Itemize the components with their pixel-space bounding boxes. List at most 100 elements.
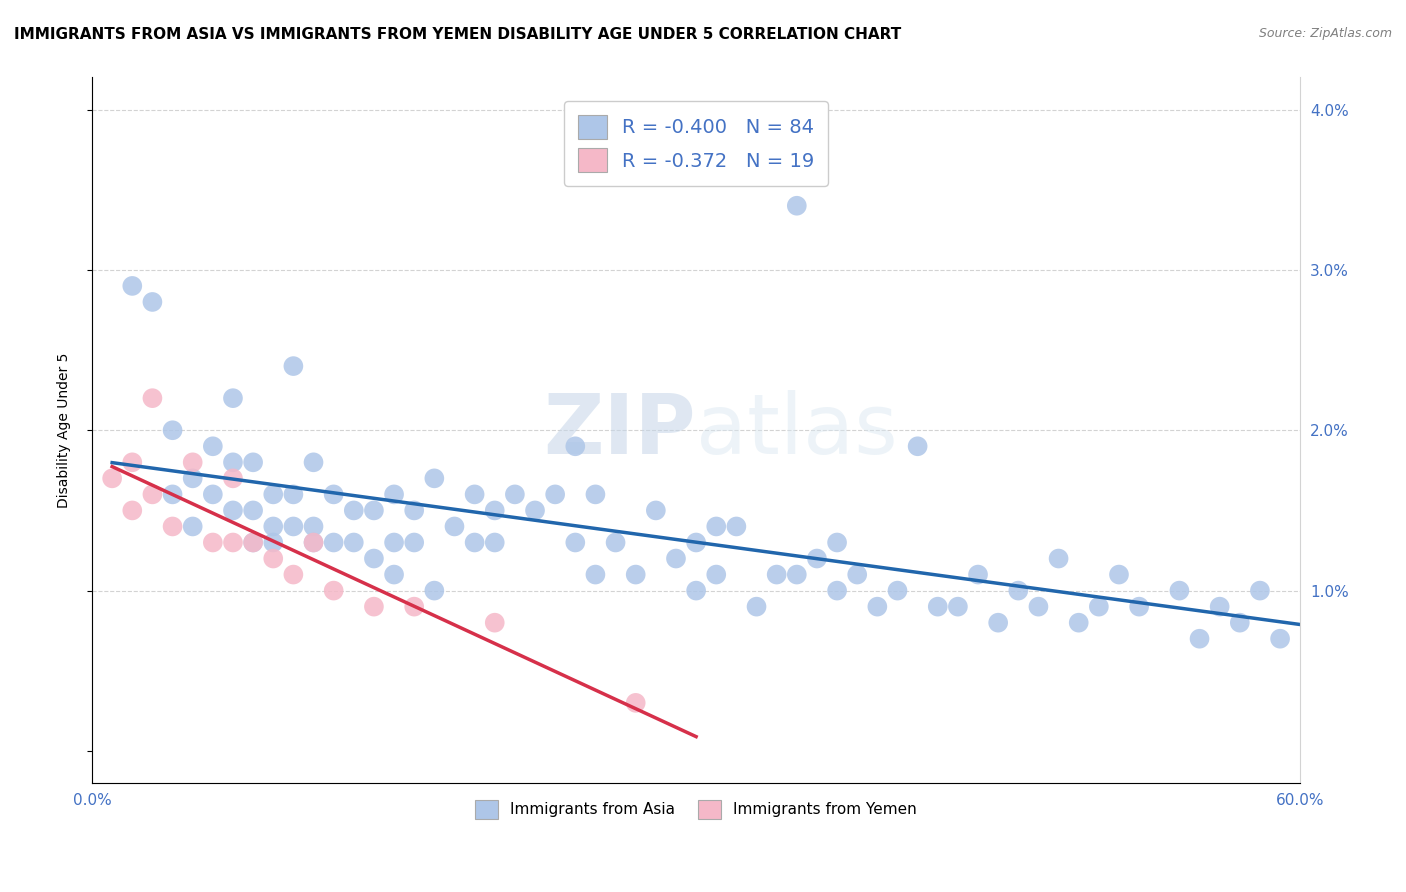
Point xyxy=(262,487,284,501)
Point xyxy=(624,696,647,710)
Point xyxy=(725,519,748,533)
Point xyxy=(927,599,949,614)
Point xyxy=(564,439,586,453)
Point xyxy=(181,519,204,533)
Point xyxy=(302,519,325,533)
Point xyxy=(484,535,506,549)
Point xyxy=(605,535,627,549)
Point xyxy=(141,391,163,405)
Point xyxy=(222,535,245,549)
Point xyxy=(262,519,284,533)
Point xyxy=(685,583,707,598)
Legend: Immigrants from Asia, Immigrants from Yemen: Immigrants from Asia, Immigrants from Ye… xyxy=(470,794,924,825)
Point xyxy=(121,455,143,469)
Point xyxy=(443,519,465,533)
Point xyxy=(283,519,305,533)
Point xyxy=(967,567,990,582)
Point xyxy=(1249,583,1271,598)
Point xyxy=(283,567,305,582)
Point xyxy=(1047,551,1070,566)
Point xyxy=(685,535,707,549)
Point xyxy=(141,295,163,310)
Point xyxy=(382,567,405,582)
Point xyxy=(907,439,929,453)
Text: IMMIGRANTS FROM ASIA VS IMMIGRANTS FROM YEMEN DISABILITY AGE UNDER 5 CORRELATION: IMMIGRANTS FROM ASIA VS IMMIGRANTS FROM … xyxy=(14,27,901,42)
Point xyxy=(363,599,385,614)
Point xyxy=(302,535,325,549)
Point xyxy=(322,487,344,501)
Point xyxy=(141,487,163,501)
Point xyxy=(181,455,204,469)
Point xyxy=(866,599,889,614)
Text: Source: ZipAtlas.com: Source: ZipAtlas.com xyxy=(1258,27,1392,40)
Point xyxy=(404,599,426,614)
Point xyxy=(242,503,264,517)
Point xyxy=(704,567,727,582)
Point xyxy=(201,487,224,501)
Point xyxy=(343,503,366,517)
Point xyxy=(201,439,224,453)
Text: ZIP: ZIP xyxy=(544,390,696,471)
Point xyxy=(222,471,245,485)
Point xyxy=(564,535,586,549)
Point xyxy=(101,471,124,485)
Point xyxy=(1088,599,1111,614)
Y-axis label: Disability Age Under 5: Disability Age Under 5 xyxy=(58,352,72,508)
Point xyxy=(283,359,305,373)
Point xyxy=(283,487,305,501)
Point xyxy=(222,503,245,517)
Point xyxy=(644,503,666,517)
Point xyxy=(583,567,606,582)
Point xyxy=(382,535,405,549)
Point xyxy=(987,615,1010,630)
Point xyxy=(1007,583,1029,598)
Point xyxy=(846,567,869,582)
Point xyxy=(162,519,184,533)
Point xyxy=(423,583,446,598)
Point xyxy=(484,615,506,630)
Point xyxy=(464,487,486,501)
Point xyxy=(1108,567,1130,582)
Point xyxy=(1229,615,1251,630)
Point xyxy=(886,583,908,598)
Point xyxy=(825,535,848,549)
Point xyxy=(363,551,385,566)
Point xyxy=(302,535,325,549)
Point xyxy=(704,519,727,533)
Point xyxy=(121,279,143,293)
Point xyxy=(665,551,688,566)
Point xyxy=(222,455,245,469)
Point xyxy=(242,535,264,549)
Point xyxy=(404,535,426,549)
Point xyxy=(786,567,808,582)
Point xyxy=(302,455,325,469)
Point xyxy=(806,551,828,566)
Point xyxy=(1188,632,1211,646)
Point xyxy=(322,535,344,549)
Point xyxy=(786,199,808,213)
Point xyxy=(162,487,184,501)
Point xyxy=(946,599,969,614)
Point xyxy=(503,487,526,501)
Point xyxy=(544,487,567,501)
Point xyxy=(1208,599,1230,614)
Point xyxy=(583,487,606,501)
Point xyxy=(262,551,284,566)
Point xyxy=(242,455,264,469)
Point xyxy=(343,535,366,549)
Point xyxy=(1128,599,1150,614)
Point xyxy=(765,567,787,582)
Point xyxy=(242,535,264,549)
Point xyxy=(181,471,204,485)
Point xyxy=(1268,632,1291,646)
Point xyxy=(1067,615,1090,630)
Point xyxy=(121,503,143,517)
Point xyxy=(162,423,184,437)
Point xyxy=(363,503,385,517)
Point xyxy=(1028,599,1050,614)
Point xyxy=(624,567,647,582)
Point xyxy=(404,503,426,517)
Point xyxy=(201,535,224,549)
Point xyxy=(464,535,486,549)
Point xyxy=(745,599,768,614)
